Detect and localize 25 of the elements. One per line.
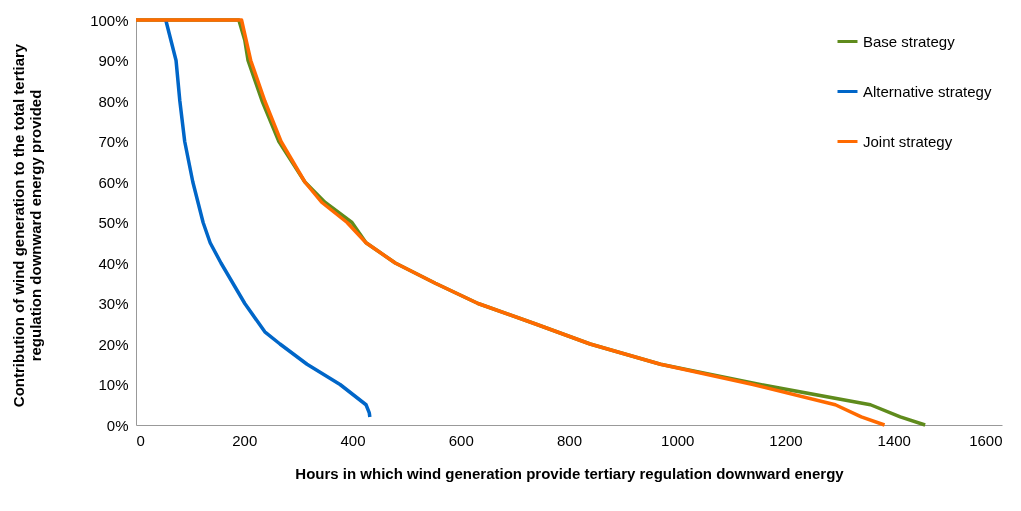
- y-tick-label: 50%: [98, 214, 129, 231]
- legend-label: Base strategy: [863, 32, 956, 50]
- y-tick-label: 20%: [98, 335, 129, 353]
- x-tick-label: 1600: [969, 431, 1003, 449]
- x-tick-label: 600: [448, 431, 474, 449]
- x-tick-label: 1000: [661, 431, 695, 449]
- x-axis-title: Hours in which wind generation provide tertiary regulation downward energy: [295, 464, 845, 482]
- y-tick-label: 60%: [98, 173, 129, 191]
- y-tick-label: 0%: [106, 416, 129, 434]
- x-tick-label: 1400: [877, 431, 911, 449]
- legend-label: Joint strategy: [863, 132, 953, 150]
- x-tick-label: 1200: [769, 431, 803, 449]
- legend-label: Alternative strategy: [863, 82, 992, 100]
- y-tick-label: 80%: [98, 92, 129, 110]
- x-tick-label: 200: [232, 431, 258, 449]
- x-tick-label: 800: [556, 431, 583, 449]
- y-tick-label: 40%: [98, 254, 129, 272]
- y-tick-label: 100%: [90, 11, 129, 29]
- y-axis-title: Contribution of wind generation to the total tertiary regulation downward energy provided: [9, 43, 44, 408]
- y-tick-label: 90%: [98, 52, 129, 69]
- x-tick-label: 400: [340, 431, 366, 449]
- y-tick-label: 70%: [98, 133, 129, 150]
- y-tick-label: 30%: [98, 295, 129, 312]
- x-tick-label: 0: [136, 431, 145, 449]
- y-tick-label: 10%: [98, 376, 129, 393]
